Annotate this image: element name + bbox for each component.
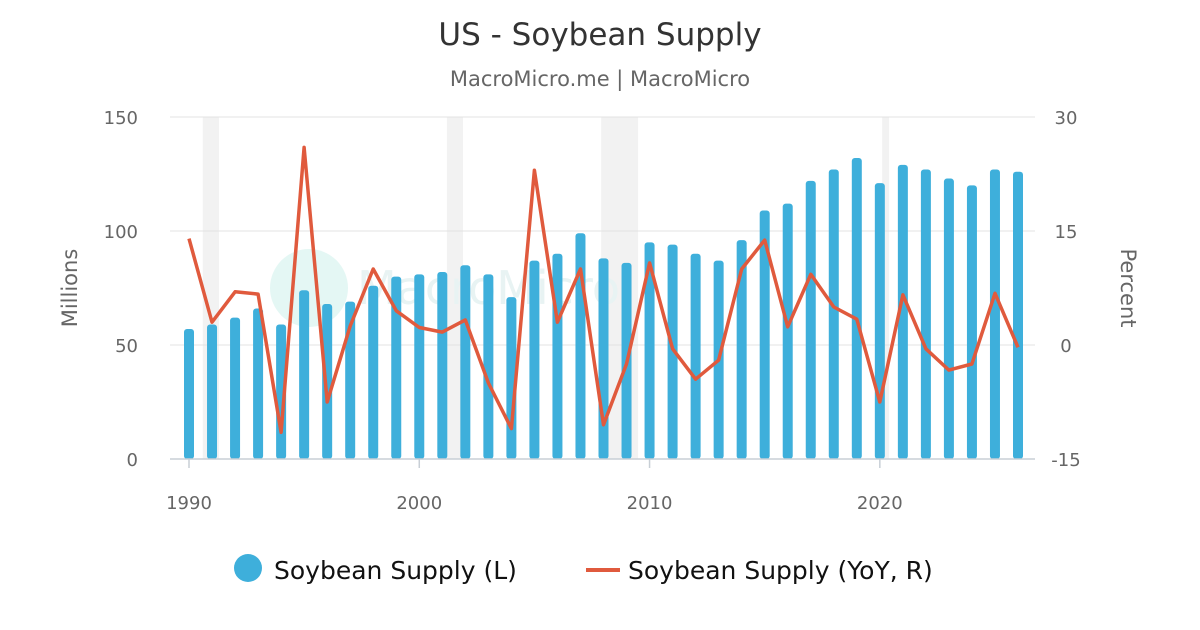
bar-1998[interactable]: [368, 285, 379, 459]
x-axis-ticks: 1990 2000 2010 2020: [166, 459, 903, 514]
bar-2001[interactable]: [437, 272, 448, 459]
y-right-tick-label: 15: [1055, 222, 1078, 243]
x-tick-label: 2000: [396, 493, 442, 514]
y-right-tick-label: 0: [1060, 336, 1071, 357]
y-left-tick-label: 100: [104, 222, 138, 243]
bar-1992[interactable]: [230, 317, 241, 459]
bar-2026[interactable]: [1013, 171, 1023, 459]
bar-2012[interactable]: [690, 253, 701, 459]
line-series: [187, 145, 1020, 435]
bar-2017[interactable]: [805, 180, 816, 459]
bar-2011[interactable]: [667, 244, 678, 459]
bar-1993[interactable]: [253, 308, 264, 459]
y-axis-left-title: Millions: [58, 249, 82, 328]
bar-2014[interactable]: [736, 240, 747, 459]
bar-2021[interactable]: [897, 164, 908, 459]
chart-title: US - Soybean Supply: [438, 17, 761, 53]
bar-2015[interactable]: [759, 210, 770, 459]
legend-item-bar[interactable]: Soybean Supply (L): [234, 554, 517, 585]
legend-label-line: Soybean Supply (YoY, R): [628, 556, 933, 585]
bar-2019[interactable]: [851, 158, 862, 460]
y-axis-right-ticks: -15 0 15 30: [1051, 108, 1080, 471]
bar-series: [184, 158, 1023, 460]
bar-2018[interactable]: [828, 169, 839, 459]
x-tick-label: 2010: [627, 493, 673, 514]
bar-1997[interactable]: [345, 301, 356, 459]
recession-band-3: [882, 117, 890, 459]
legend-bar-marker-icon: [234, 554, 262, 582]
bar-2000[interactable]: [414, 274, 425, 459]
y-right-tick-label: -15: [1051, 450, 1080, 471]
bar-1990[interactable]: [184, 329, 194, 459]
y-axis-left-ticks: 0 50 100 150: [104, 108, 138, 471]
x-tick-label: 2020: [857, 493, 903, 514]
bar-1991[interactable]: [207, 324, 218, 459]
chart-subtitle: MacroMicro.me | MacroMicro: [450, 67, 750, 92]
bar-1996[interactable]: [322, 303, 333, 459]
bar-2002[interactable]: [460, 265, 471, 459]
y-left-tick-label: 150: [104, 108, 138, 129]
bar-1995[interactable]: [299, 290, 310, 459]
bar-2020[interactable]: [874, 183, 885, 459]
bar-2010[interactable]: [644, 242, 655, 459]
bar-2024[interactable]: [966, 185, 977, 459]
bar-2022[interactable]: [920, 169, 931, 459]
bar-2016[interactable]: [782, 203, 793, 459]
legend-label-bar: Soybean Supply (L): [274, 556, 517, 585]
y-right-tick-label: 30: [1055, 108, 1078, 129]
yoy-line[interactable]: [187, 145, 1020, 435]
bar-1999[interactable]: [391, 276, 402, 459]
bar-2005[interactable]: [529, 260, 540, 459]
y-left-tick-label: 0: [127, 450, 138, 471]
bar-2008[interactable]: [598, 258, 609, 459]
bar-2003[interactable]: [483, 274, 494, 459]
bar-2023[interactable]: [943, 178, 954, 459]
bar-2007[interactable]: [575, 233, 586, 459]
legend-item-line[interactable]: Soybean Supply (YoY, R): [586, 556, 933, 585]
x-tick-label: 1990: [166, 493, 212, 514]
bar-2025[interactable]: [989, 169, 1000, 459]
y-axis-right-title: Percent: [1116, 248, 1140, 327]
legend: Soybean Supply (L) Soybean Supply (YoY, …: [234, 554, 933, 585]
y-left-tick-label: 50: [115, 336, 138, 357]
recession-band-1: [446, 117, 464, 459]
bar-2006[interactable]: [552, 253, 563, 459]
